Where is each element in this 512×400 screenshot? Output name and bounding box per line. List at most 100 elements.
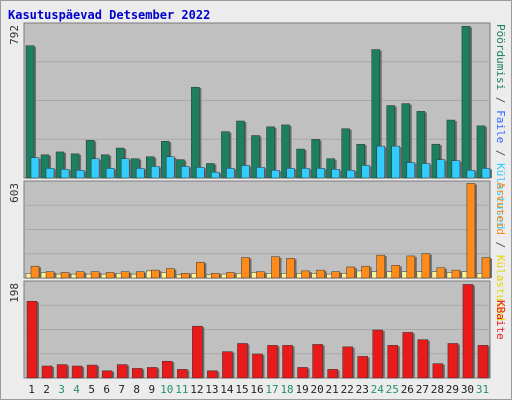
bar-middle-day-21 (331, 271, 340, 279)
bar-middle-day-17 (271, 256, 280, 279)
bar-top-day-6 (100, 154, 110, 179)
x-tick-day-15: 15 (235, 383, 248, 396)
bar-middle-day-13 (211, 273, 220, 279)
bar-middle-day-23 (361, 265, 370, 279)
bar-top-day-11 (181, 166, 190, 179)
bar-bottom-day-14 (222, 351, 233, 379)
bar-top-day-24 (376, 145, 385, 179)
x-tick-day-14: 14 (220, 383, 234, 396)
x-tick-day-23: 23 (356, 383, 369, 396)
bar-bottom-day-27 (417, 339, 429, 379)
bar-middle-day-1 (30, 265, 40, 279)
bar-bottom-day-31 (477, 345, 489, 379)
x-tick-day-7: 7 (118, 383, 125, 396)
bar-top-day-18 (286, 168, 295, 179)
bar-top-day-30 (466, 170, 476, 179)
bar-bottom-day-15 (237, 343, 248, 379)
bar-top-day-7 (120, 158, 130, 179)
bar-middle-day-15 (241, 257, 250, 279)
bar-bottom-day-11 (177, 369, 188, 379)
bar-bottom-day-22 (342, 346, 353, 379)
bar-top-day-16 (251, 135, 260, 179)
bar-top-day-13 (206, 163, 215, 179)
bar-middle-day-7 (120, 271, 130, 279)
bar-bottom-day-25 (387, 345, 399, 379)
bar-bottom-day-26 (402, 332, 414, 379)
x-tick-day-29: 29 (446, 383, 459, 396)
bar-bottom-day-3 (56, 364, 68, 379)
x-tick-day-18: 18 (280, 383, 293, 396)
bar-bottom-day-7 (116, 364, 128, 379)
bar-top-day-17 (271, 170, 280, 179)
x-tick-day-17: 17 (265, 383, 278, 396)
legend-top-panel: Pöördumisi / Faile / Külastused (494, 24, 507, 229)
x-tick-day-24: 24 (371, 383, 385, 396)
bar-top-day-1 (30, 157, 40, 179)
bar-top-day-2 (45, 168, 55, 179)
bar-middle-day-25 (391, 265, 401, 279)
bar-top-day-4 (75, 170, 85, 179)
bar-top-day-1 (25, 45, 35, 179)
bar-top-day-6 (105, 168, 115, 179)
bar-middle-day-5 (90, 271, 100, 279)
bar-top-day-5 (90, 158, 100, 179)
bar-bottom-day-28 (432, 363, 444, 379)
bar-middle-day-20 (316, 269, 325, 279)
bar-bottom-day-24 (372, 329, 383, 379)
chart-title: Kasutuspäevad Detsember 2022 (8, 8, 211, 22)
bar-bottom-day-13 (207, 370, 218, 379)
bar-top-day-8 (135, 168, 145, 179)
bar-top-day-9 (151, 166, 160, 179)
x-tick-day-1: 1 (28, 383, 35, 396)
bar-bottom-day-10 (162, 360, 173, 379)
bar-top-day-2 (40, 154, 50, 179)
bar-bottom-day-23 (357, 356, 368, 379)
bar-middle-day-19 (301, 270, 310, 279)
bar-bottom-day-5 (86, 364, 98, 379)
bar-bottom-day-20 (312, 344, 323, 379)
bar-top-day-12 (196, 167, 205, 179)
x-tick-day-3: 3 (58, 383, 65, 396)
x-tick-day-13: 13 (205, 383, 218, 396)
bar-middle-day-10 (166, 268, 175, 279)
x-tick-day-25: 25 (386, 383, 399, 396)
bar-top-day-25 (386, 105, 396, 179)
x-tick-day-2: 2 (43, 383, 50, 396)
bar-top-day-4 (70, 153, 80, 179)
bar-top-day-29 (446, 119, 456, 179)
bar-top-day-15 (236, 120, 245, 179)
x-tick-day-4: 4 (73, 383, 80, 396)
bar-bottom-day-18 (282, 345, 293, 379)
x-tick-day-5: 5 (88, 383, 95, 396)
bar-middle-day-27 (421, 253, 431, 279)
x-tick-day-27: 27 (416, 383, 429, 396)
bar-bottom-day-2 (41, 365, 53, 379)
bar-bottom-day-30 (462, 284, 474, 379)
x-tick-day-8: 8 (133, 383, 140, 396)
x-tick-day-11: 11 (175, 383, 188, 396)
bar-top-day-16 (256, 167, 265, 179)
bar-bottom-day-29 (447, 343, 459, 379)
bar-middle-day-18 (286, 258, 295, 279)
bar-top-day-20 (316, 168, 325, 179)
panel-bottom-ymax-label: 198 (8, 283, 21, 303)
x-tick-day-19: 19 (295, 383, 308, 396)
bar-top-day-17 (266, 126, 275, 179)
bar-top-day-12 (191, 86, 200, 179)
bar-top-day-29 (451, 160, 461, 179)
x-tick-day-26: 26 (401, 383, 414, 396)
x-tick-day-12: 12 (190, 383, 203, 396)
bar-middle-day-4 (75, 271, 85, 279)
bar-top-day-19 (301, 168, 310, 179)
bar-top-day-18 (281, 124, 290, 179)
bar-top-day-25 (391, 145, 401, 179)
x-tick-day-9: 9 (148, 383, 155, 396)
bar-middle-day-26 (406, 255, 416, 279)
bar-middle-day-29 (451, 269, 461, 279)
bar-top-day-3 (60, 169, 70, 179)
panel-middle-ymax-label: 603 (8, 183, 21, 203)
bar-top-day-14 (226, 168, 235, 179)
bar-top-day-23 (361, 165, 370, 179)
bar-bottom-day-12 (192, 325, 203, 379)
